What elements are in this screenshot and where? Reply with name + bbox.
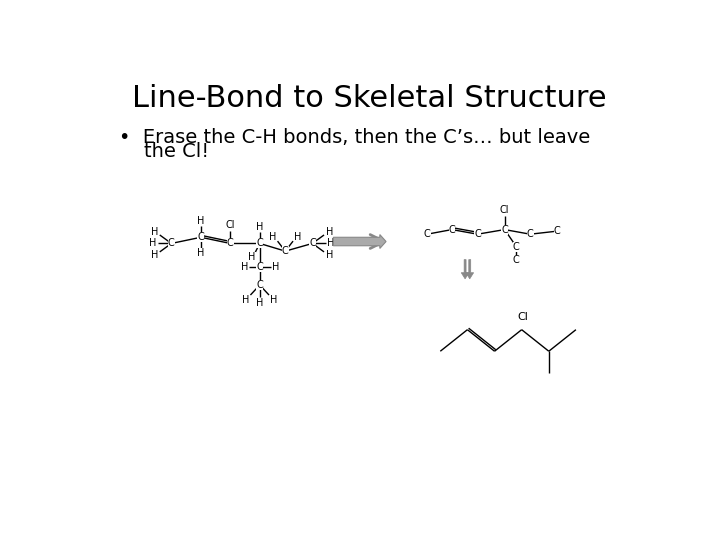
Text: C: C bbox=[424, 229, 431, 239]
Text: •  Erase the C-H bonds, then the C’s… but leave: • Erase the C-H bonds, then the C’s… but… bbox=[120, 128, 590, 147]
Text: H: H bbox=[325, 227, 333, 237]
Text: H: H bbox=[270, 295, 277, 305]
Text: C: C bbox=[256, 280, 263, 290]
Text: H: H bbox=[325, 250, 333, 260]
Text: H: H bbox=[151, 250, 159, 260]
Text: the Cl!: the Cl! bbox=[120, 142, 210, 161]
Text: Line-Bond to Skeletal Structure: Line-Bond to Skeletal Structure bbox=[132, 84, 606, 113]
Text: H: H bbox=[240, 261, 248, 272]
Text: C: C bbox=[554, 226, 561, 236]
Text: C: C bbox=[197, 232, 204, 242]
Text: Cl: Cl bbox=[225, 220, 235, 230]
Text: H: H bbox=[294, 232, 302, 241]
FancyArrow shape bbox=[333, 234, 386, 248]
Text: C: C bbox=[256, 261, 263, 272]
Text: Cl: Cl bbox=[500, 205, 509, 215]
Text: Cl: Cl bbox=[518, 312, 528, 322]
Text: H: H bbox=[149, 239, 156, 248]
Text: C: C bbox=[309, 239, 316, 248]
FancyArrow shape bbox=[462, 260, 469, 279]
Text: H: H bbox=[271, 261, 279, 272]
Text: C: C bbox=[282, 246, 289, 256]
Text: C: C bbox=[474, 229, 481, 239]
FancyArrow shape bbox=[466, 260, 474, 279]
Text: H: H bbox=[197, 248, 204, 259]
Text: H: H bbox=[256, 298, 264, 308]
Text: C: C bbox=[513, 241, 520, 252]
Text: H: H bbox=[328, 239, 335, 248]
Text: H: H bbox=[269, 232, 276, 241]
Text: H: H bbox=[197, 216, 204, 226]
Text: C: C bbox=[227, 239, 234, 248]
Text: C: C bbox=[501, 225, 508, 234]
Text: H: H bbox=[248, 252, 256, 262]
Text: C: C bbox=[168, 239, 175, 248]
Text: H: H bbox=[256, 222, 264, 232]
Text: C: C bbox=[527, 229, 534, 239]
Text: H: H bbox=[151, 227, 159, 237]
Text: C: C bbox=[256, 239, 263, 248]
Text: H: H bbox=[242, 295, 249, 305]
Text: C: C bbox=[513, 255, 520, 265]
Text: C: C bbox=[449, 225, 455, 234]
